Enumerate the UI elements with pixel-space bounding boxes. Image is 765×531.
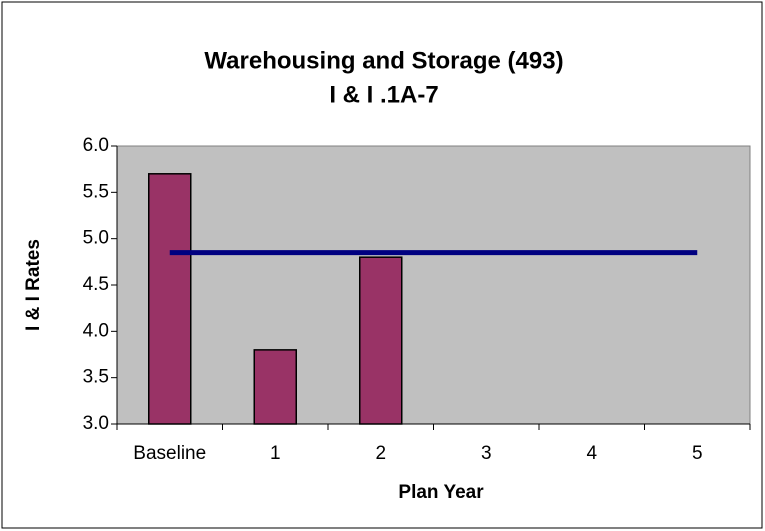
bar [253, 349, 297, 425]
x-tick-label: 5 [692, 443, 703, 464]
plot-area [116, 145, 751, 425]
chart-title: Warehousing and Storage (493) [204, 47, 563, 74]
x-axis-title: Plan Year [398, 482, 484, 503]
x-tick-label: 1 [270, 443, 281, 464]
y-tick-label: 3.0 [83, 413, 109, 434]
y-tick-label: 4.0 [83, 320, 109, 341]
y-tick-label: 3.5 [83, 367, 109, 388]
y-axis-title: I & I Rates [23, 239, 44, 331]
x-tick-label: 2 [375, 443, 386, 464]
y-tick-label: 5.0 [83, 228, 109, 249]
y-tick-label: 6.0 [83, 135, 109, 156]
y-tick-label: 5.5 [83, 181, 109, 202]
x-tick-label: Baseline [133, 443, 206, 464]
bar [359, 256, 403, 425]
x-tick-label: 4 [586, 443, 597, 464]
bar [148, 173, 192, 425]
x-tick-label: 3 [481, 443, 492, 464]
y-tick-label: 4.5 [83, 274, 109, 295]
chart-subtitle: I & I .1A-7 [329, 81, 438, 108]
